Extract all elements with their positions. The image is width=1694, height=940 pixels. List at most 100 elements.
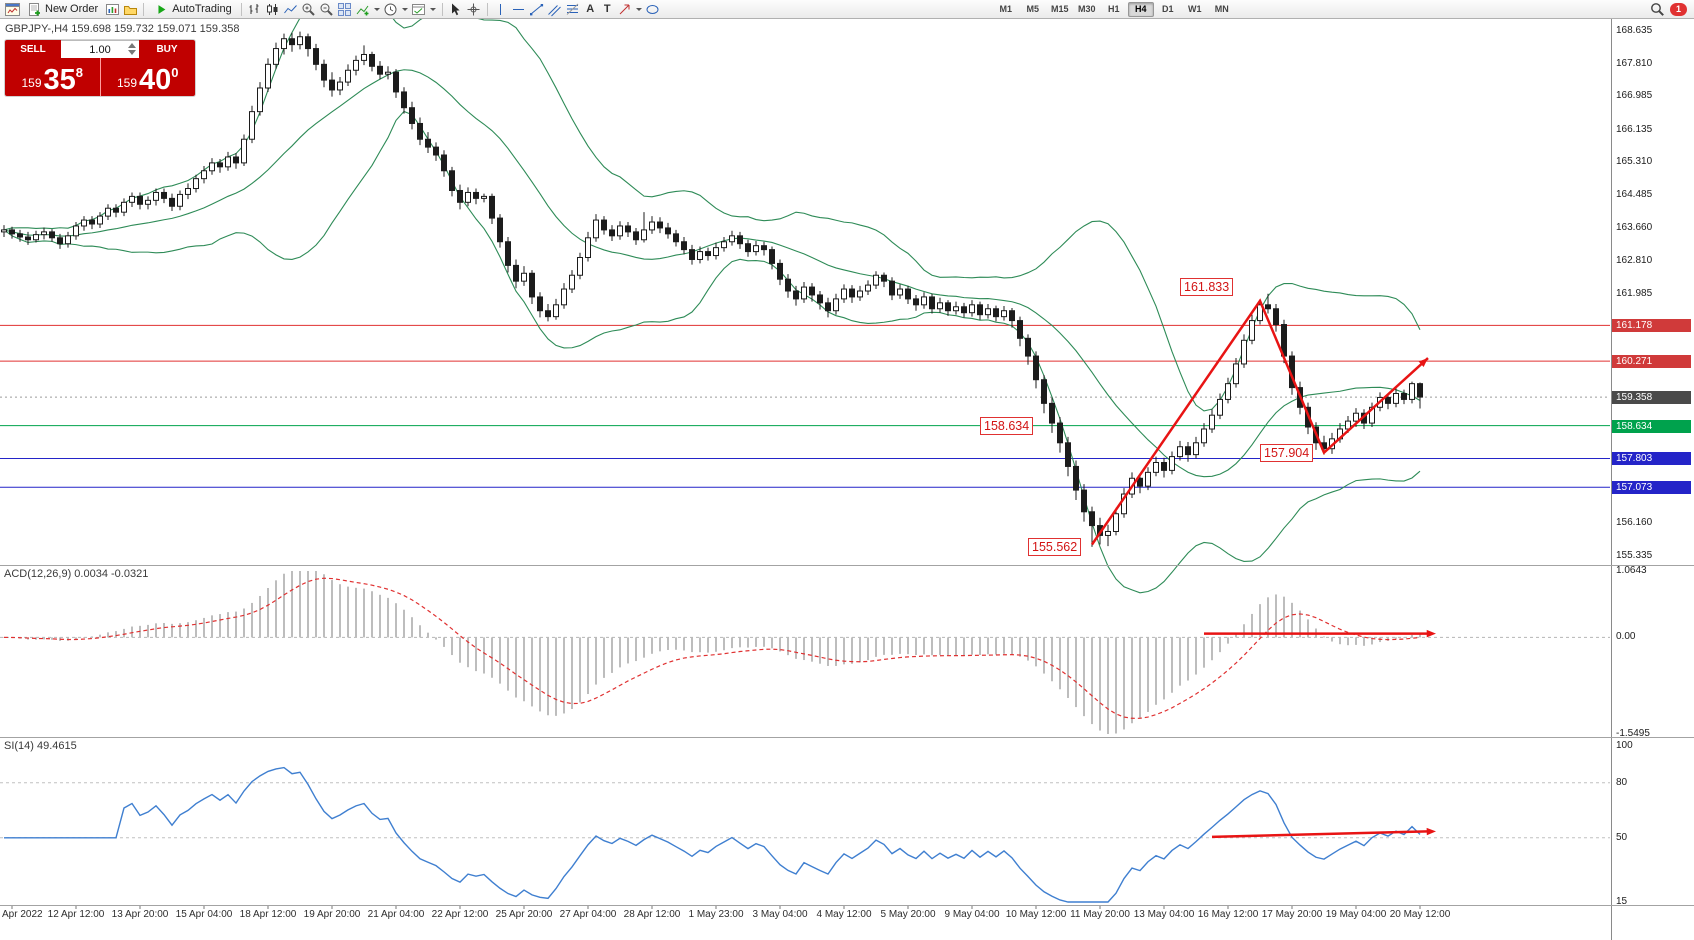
- line-chart-icon[interactable]: [283, 2, 299, 17]
- timeframe-h4-button[interactable]: H4: [1127, 1, 1154, 17]
- price-tag[interactable]: 158.634: [1612, 419, 1691, 433]
- timeframe-m5-button[interactable]: M5: [1020, 2, 1046, 17]
- search-icon[interactable]: [1649, 2, 1665, 17]
- shapes-tool-icon[interactable]: [645, 2, 661, 17]
- price-annotation[interactable]: 157.904: [1260, 444, 1314, 463]
- timeframe-mn-button[interactable]: MN: [1209, 2, 1235, 17]
- dropdown-caret[interactable]: [635, 7, 642, 11]
- trendline-tool-icon[interactable]: [529, 2, 545, 17]
- timeframe-d1-button[interactable]: D1: [1155, 2, 1181, 17]
- channel-tool-icon[interactable]: [547, 2, 563, 17]
- price-axis[interactable]: 168.635 167.810 166.985 166.135 165.310 164.4…: [1611, 19, 1694, 940]
- rsi-axis-label: 50: [1616, 831, 1628, 843]
- crosshair-icon[interactable]: [466, 2, 482, 17]
- macd-indicator-label: ACD(12,26,9) 0.0034 -0.0321: [4, 568, 149, 580]
- toolbar-separator: [240, 2, 242, 16]
- price-axis-label: 156.160: [1616, 517, 1653, 529]
- timeframe-h1-button[interactable]: H1: [1101, 2, 1127, 17]
- price-annotation[interactable]: 155.562: [1028, 538, 1082, 557]
- horizontal-level-lines: [0, 324, 1610, 488]
- price-tag[interactable]: 157.073: [1612, 481, 1691, 495]
- buy-price-box[interactable]: 159 40 0: [100, 58, 195, 97]
- volume-value: 1.00: [89, 43, 111, 56]
- toolbar-right-tools: 1: [1649, 2, 1690, 17]
- symbol-ohlc-label: GBPJPY-,H4 159.698 159.732 159.071 159.3…: [5, 23, 240, 35]
- play-icon: [153, 2, 169, 17]
- fibonacci-tool-icon[interactable]: [565, 2, 581, 17]
- volume-down-button[interactable]: [128, 50, 136, 55]
- price-tag[interactable]: 161.178: [1612, 319, 1691, 333]
- dropdown-caret[interactable]: [373, 7, 380, 11]
- price-axis-label: 155.335: [1616, 549, 1653, 561]
- cursor-icon[interactable]: [448, 2, 464, 17]
- autotrading-button[interactable]: AutoTrading: [149, 1, 236, 18]
- dropdown-caret[interactable]: [401, 7, 408, 11]
- autotrading-label: AutoTrading: [172, 3, 232, 15]
- sell-price-base: 159: [21, 76, 42, 90]
- one-click-trading-panel: SELL 1.00 BUY 159 35 8 159 40 0: [5, 40, 195, 96]
- macd-panel: [0, 571, 1610, 734]
- add-indicator-icon[interactable]: [355, 2, 371, 17]
- price-axis-label: 161.985: [1616, 287, 1653, 299]
- candlesticks: [1, 31, 1423, 547]
- profiles-icon[interactable]: [122, 2, 138, 17]
- bollinger-bands: [3, 0, 1421, 594]
- panel-divider[interactable]: [0, 565, 1694, 566]
- new-order-icon: [26, 2, 42, 17]
- template-icon[interactable]: [411, 2, 427, 17]
- panel-divider[interactable]: [0, 737, 1694, 738]
- sell-button[interactable]: SELL: [5, 40, 61, 58]
- buy-price-point: 0: [171, 65, 179, 80]
- rsi-indicator-label: SI(14) 49.4615: [4, 740, 77, 752]
- toolbar-separator: [486, 2, 488, 16]
- price-tag[interactable]: 160.271: [1612, 355, 1691, 369]
- panel-divider: [0, 905, 1694, 906]
- timeframe-w1-button[interactable]: W1: [1182, 2, 1208, 17]
- new-order-button[interactable]: New Order: [22, 1, 102, 18]
- price-tag[interactable]: 159.358: [1612, 391, 1691, 405]
- buy-price-base: 159: [116, 76, 138, 90]
- text-tool-icon[interactable]: A: [586, 3, 595, 15]
- vertical-line-tool-icon[interactable]: [493, 2, 509, 17]
- charts-icon[interactable]: [104, 2, 120, 17]
- price-tag[interactable]: 157.803: [1612, 452, 1691, 466]
- price-axis-label: 163.660: [1616, 221, 1653, 233]
- bar-chart-icon[interactable]: [247, 2, 263, 17]
- text-label-tool-icon[interactable]: T: [603, 3, 611, 15]
- price-axis-label: 168.635: [1616, 25, 1653, 37]
- timeframe-m30-button[interactable]: M30: [1074, 2, 1100, 17]
- rsi-axis-label: 100: [1616, 740, 1633, 751]
- tile-windows-icon[interactable]: [337, 2, 353, 17]
- rsi-panel: [0, 766, 1610, 903]
- buy-price-pips: 40: [139, 64, 172, 97]
- notification-badge[interactable]: 1: [1670, 2, 1687, 16]
- periods-clock-icon[interactable]: [383, 2, 399, 17]
- new-order-label: New Order: [45, 3, 99, 15]
- zoom-in-icon[interactable]: [301, 2, 317, 17]
- price-axis-label: 166.985: [1616, 90, 1653, 102]
- price-annotation[interactable]: 161.833: [1180, 278, 1234, 297]
- volume-input[interactable]: 1.00: [61, 40, 139, 58]
- toolbar-separator: [143, 2, 145, 16]
- dropdown-caret[interactable]: [429, 7, 436, 11]
- volume-up-button[interactable]: [128, 43, 136, 48]
- sell-price-point: 8: [75, 65, 84, 80]
- main-toolbar: New Order AutoTrading: [0, 0, 1694, 19]
- toolbar-separator: [441, 2, 443, 16]
- price-axis-label: 162.810: [1616, 255, 1653, 267]
- price-axis-label: 164.485: [1616, 189, 1653, 201]
- sell-price-box[interactable]: 159 35 8: [5, 58, 101, 96]
- timeframe-m15-button[interactable]: M15: [1047, 2, 1073, 17]
- buy-button[interactable]: BUY: [139, 40, 195, 58]
- price-annotation[interactable]: 158.634: [980, 416, 1034, 435]
- arrows-tool-icon[interactable]: [617, 2, 633, 17]
- timeframe-m1-button[interactable]: M1: [993, 2, 1019, 17]
- price-axis-label: 167.810: [1616, 57, 1653, 69]
- chart-window-icon[interactable]: [4, 2, 20, 17]
- volume-spinner: [128, 43, 136, 55]
- horizontal-line-tool-icon[interactable]: [511, 2, 527, 17]
- candlestick-chart-icon[interactable]: [265, 2, 281, 17]
- zoom-out-icon[interactable]: [319, 2, 335, 17]
